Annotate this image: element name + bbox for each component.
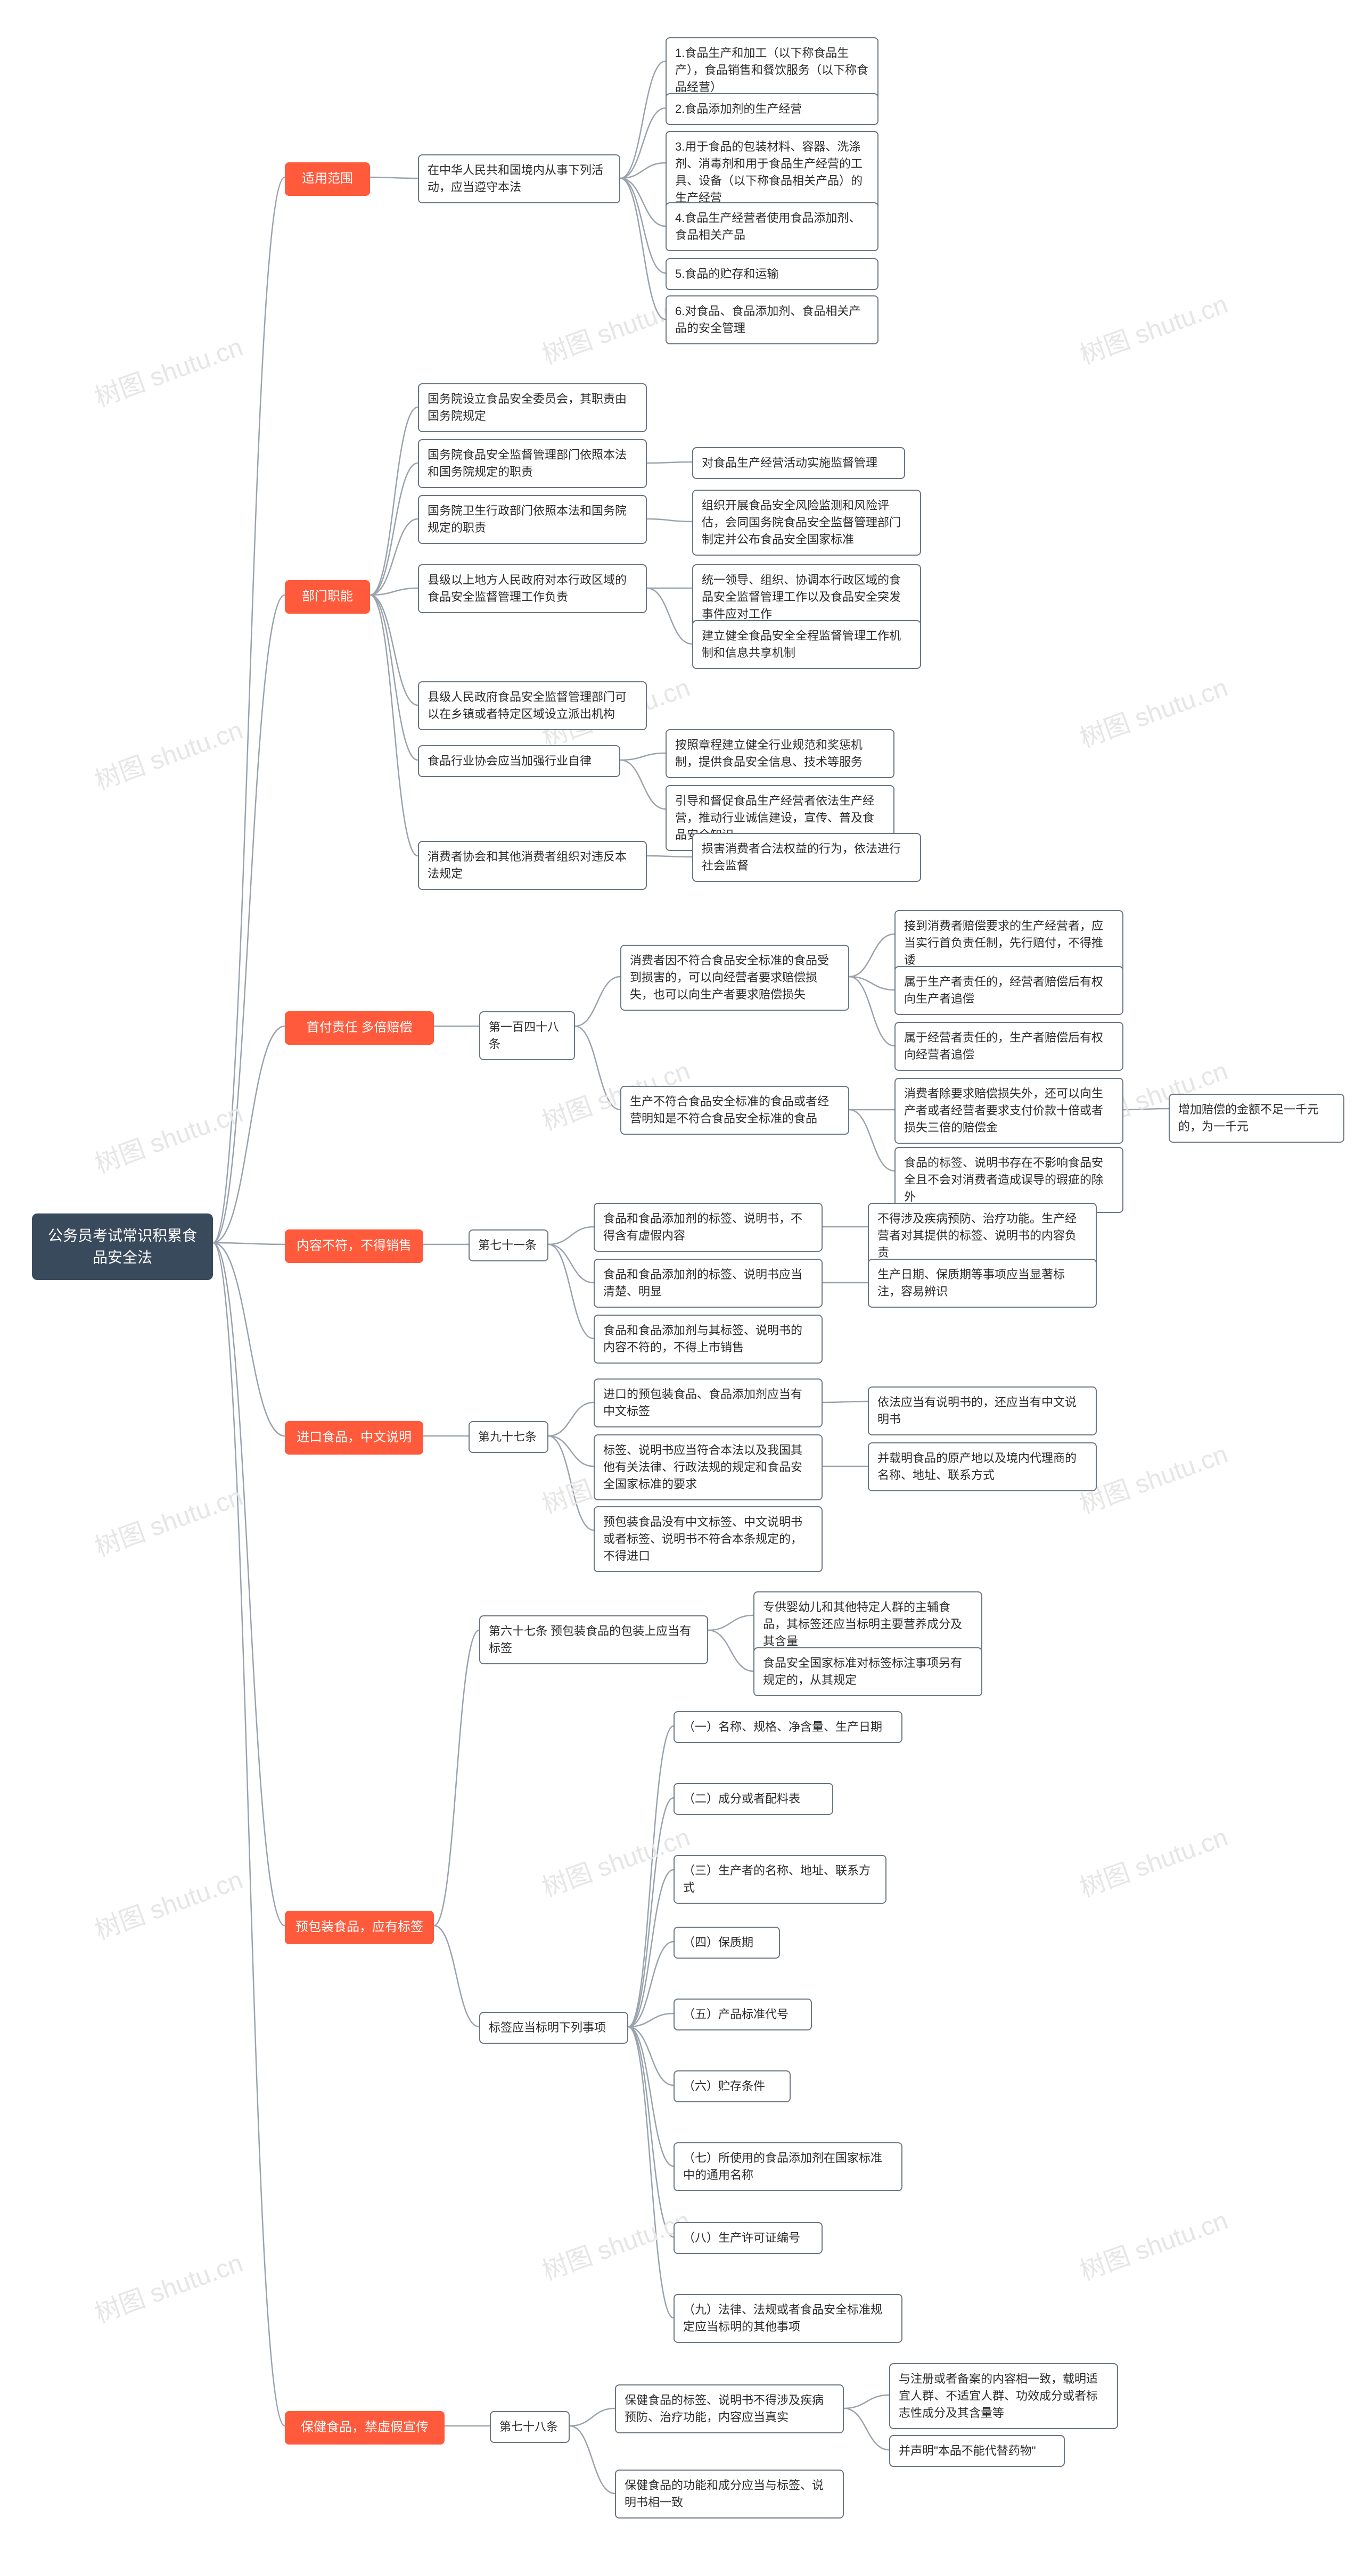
content-node: （四）保质期 (674, 1927, 780, 1959)
category-node: 保健食品，禁虚假宣传 (285, 2411, 445, 2445)
content-node: 消费者因不符合食品安全标准的食品受到损害的，可以向经营者要求赔偿损失，也可以向生… (620, 945, 849, 1011)
content-node: 标签应当标明下列事项 (479, 2012, 628, 2044)
category-node: 进口食品，中文说明 (285, 1421, 423, 1455)
content-node: 6.对食品、食品添加剂、食品相关产品的安全管理 (666, 295, 878, 344)
content-node: 第六十七条 预包装食品的包装上应当有标签 (479, 1615, 708, 1664)
content-node: 组织开展食品安全风险监测和风险评估，会同国务院食品安全监督管理部门制定并公布食品… (692, 490, 921, 556)
content-node: 对食品生产经营活动实施监督管理 (692, 447, 905, 479)
content-node: 增加赔偿的金额不足一千元的，为一千元 (1169, 1094, 1344, 1143)
category-node: 内容不符，不得销售 (285, 1229, 423, 1263)
content-node: （五）产品标准代号 (674, 1999, 812, 2030)
content-node: 保健食品的标签、说明书不得涉及疾病预防、治疗功能，内容应当真实 (615, 2384, 844, 2433)
content-node: 食品和食品添加剂的标签、说明书应当清楚、明显 (594, 1259, 823, 1308)
content-node: 消费者协会和其他消费者组织对违反本法规定 (418, 841, 647, 890)
content-node: 国务院设立食品安全委员会，其职责由国务院规定 (418, 383, 647, 432)
content-node: （九）法律、法规或者食品安全标准规定应当标明的其他事项 (674, 2294, 902, 2343)
content-node: 第一百四十八条 (479, 1011, 575, 1060)
content-node: 预包装食品没有中文标签、中文说明书或者标签、说明书不符合本条规定的，不得进口 (594, 1506, 823, 1572)
category-node: 首付责任 多倍赔偿 (285, 1011, 434, 1045)
content-node: 第七十八条 (490, 2411, 570, 2443)
content-node: 县级人民政府食品安全监督管理部门可以在乡镇或者特定区域设立派出机构 (418, 681, 647, 730)
content-node: 建立健全食品安全全程监督管理工作机制和信息共享机制 (692, 620, 921, 669)
content-node: 食品和食品添加剂与其标签、说明书的内容不符的，不得上市销售 (594, 1315, 823, 1364)
category-node: 适用范围 (285, 162, 370, 196)
content-node: 保健食品的功能和成分应当与标签、说明书相一致 (615, 2470, 844, 2519)
content-node: 第七十一条 (469, 1229, 548, 1261)
content-node: （七）所使用的食品添加剂在国家标准中的通用名称 (674, 2142, 902, 2191)
content-node: 2.食品添加剂的生产经营 (666, 93, 878, 125)
content-node: 生产日期、保质期等事项应当显著标注，容易辨识 (868, 1259, 1097, 1308)
content-node: （八）生产许可证编号 (674, 2222, 823, 2254)
content-node: 县级以上地方人民政府对本行政区域的食品安全监督管理工作负责 (418, 564, 647, 613)
content-node: 国务院卫生行政部门依照本法和国务院规定的职责 (418, 495, 647, 544)
content-node: （二）成分或者配料表 (674, 1783, 833, 1815)
content-node: 3.用于食品的包装材料、容器、洗涤剂、消毒剂和用于食品生产经营的工具、设备（以下… (666, 131, 878, 214)
content-node: 依法应当有说明书的，还应当有中文说明书 (868, 1386, 1097, 1435)
content-node: 标签、说明书应当符合本法以及我国其他有关法律、行政法规的规定和食品安全国家标准的… (594, 1434, 823, 1500)
content-node: 消费者除要求赔偿损失外，还可以向生产者或者经营者要求支付价款十倍或者损失三倍的赔… (894, 1078, 1123, 1144)
content-node: 并声明"本品不能代替药物" (889, 2435, 1065, 2467)
content-node: 在中华人民共和国境内从事下列活动，应当遵守本法 (418, 154, 620, 203)
content-node: 4.食品生产经营者使用食品添加剂、食品相关产品 (666, 202, 878, 251)
content-node: 食品行业协会应当加强行业自律 (418, 745, 620, 777)
content-node: 5.食品的贮存和运输 (666, 258, 878, 290)
content-node: 生产不符合食品安全标准的食品或者经营明知是不符合食品安全标准的食品 (620, 1086, 849, 1135)
content-node: 并载明食品的原产地以及境内代理商的名称、地址、联系方式 (868, 1442, 1097, 1491)
mindmap-canvas: 公务员考试常识积累食品安全法 适用范围部门职能首付责任 多倍赔偿内容不符，不得销售… (0, 0, 1363, 2576)
content-node: （三）生产者的名称、地址、联系方式 (674, 1855, 886, 1904)
category-node: 部门职能 (285, 580, 370, 614)
content-node: （一）名称、规格、净含量、生产日期 (674, 1711, 902, 1743)
root-node: 公务员考试常识积累食品安全法 (32, 1213, 213, 1280)
content-node: 损害消费者合法权益的行为，依法进行社会监督 (692, 833, 921, 882)
content-node: 属于生产者责任的，经营者赔偿后有权向生产者追偿 (894, 966, 1123, 1015)
content-node: 国务院食品安全监督管理部门依照本法和国务院规定的职责 (418, 439, 647, 488)
content-node: 与注册或者备案的内容相一致，载明适宜人群、不适宜人群、功效成分或者标志性成分及其… (889, 2363, 1118, 2429)
content-node: 进口的预包装食品、食品添加剂应当有中文标签 (594, 1378, 823, 1427)
category-node: 预包装食品，应有标签 (285, 1911, 434, 1944)
content-node: 食品安全国家标准对标签标注事项另有规定的，从其规定 (753, 1647, 982, 1696)
content-node: 食品和食品添加剂的标签、说明书，不得含有虚假内容 (594, 1203, 823, 1252)
content-node: 第九十七条 (469, 1421, 548, 1453)
content-node: 属于经营者责任的，生产者赔偿后有权向经营者追偿 (894, 1022, 1123, 1071)
content-node: （六）贮存条件 (674, 2070, 791, 2102)
content-node: 按照章程建立健全行业规范和奖惩机制，提供食品安全信息、技术等服务 (666, 729, 894, 778)
